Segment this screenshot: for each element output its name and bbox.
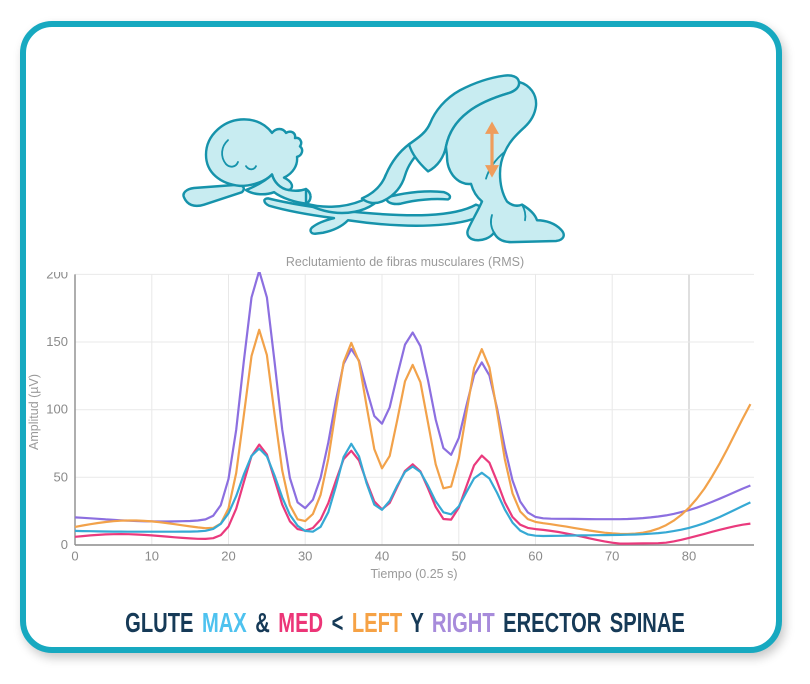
svg-text:10: 10 xyxy=(145,549,159,564)
svg-text:60: 60 xyxy=(528,549,542,564)
svg-text:50: 50 xyxy=(452,549,466,564)
svg-text:150: 150 xyxy=(46,334,68,349)
svg-text:40: 40 xyxy=(375,549,389,564)
svg-text:Amplitud (µV): Amplitud (µV) xyxy=(27,374,41,450)
svg-text:30: 30 xyxy=(298,549,312,564)
svg-text:0: 0 xyxy=(61,537,68,552)
svg-text:0: 0 xyxy=(71,549,78,564)
svg-text:100: 100 xyxy=(46,402,68,417)
svg-text:200: 200 xyxy=(46,272,68,282)
svg-text:80: 80 xyxy=(682,549,696,564)
svg-text:20: 20 xyxy=(221,549,235,564)
svg-text:Tiempo (0.25 s): Tiempo (0.25 s) xyxy=(370,567,457,581)
svg-text:50: 50 xyxy=(54,469,68,484)
svg-text:70: 70 xyxy=(605,549,619,564)
